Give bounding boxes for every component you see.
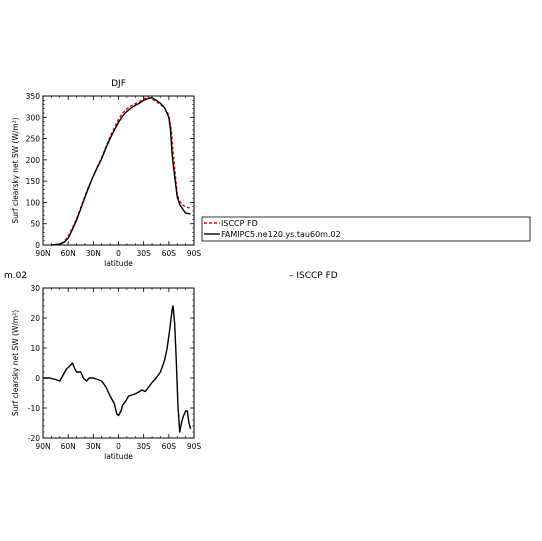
x-tick-label: 30N: [86, 249, 101, 258]
x-tick-label: 30N: [86, 442, 101, 451]
legend-label-model: FAMIPC5.ne120.ys.tau60m.02: [221, 230, 341, 239]
y-tick-label: 100: [26, 198, 41, 207]
y-tick-label: 0: [35, 241, 40, 250]
y-tick-label: 0: [35, 374, 40, 383]
y-tick-label: 10: [30, 344, 40, 353]
x-tick-label: 60S: [162, 442, 177, 451]
y-tick-label: -20: [28, 434, 40, 443]
y-tick-label: 300: [26, 113, 41, 122]
x-tick-label: 0: [116, 249, 121, 258]
y-tick-label: 30: [30, 284, 40, 293]
y-axis-label: Surf clearsky net SW (W/m²): [11, 310, 20, 416]
page-fragment-right: – ISCCP FD: [289, 271, 338, 281]
y-tick-label: 20: [30, 314, 40, 323]
page-fragment-left: m.02: [4, 271, 27, 281]
top-chart-panel: 90N 60N 30N 0 30S 60S 90S 0 50 100 150 200 250 300 350…: [11, 79, 201, 268]
x-tick-label: 90N: [35, 249, 50, 258]
x-axis-label: latitude: [104, 452, 133, 461]
x-tick-label: 90S: [187, 442, 202, 451]
x-tick-label: 60N: [61, 442, 76, 451]
y-tick-label: 250: [26, 135, 41, 144]
x-tick-label: 90N: [35, 442, 50, 451]
x-tick-label: 90S: [187, 249, 202, 258]
series-line-0: [43, 305, 192, 433]
legend-frame: [201, 216, 531, 242]
chart-title: DJF: [111, 79, 126, 89]
series-line-1: [51, 97, 191, 246]
bottom-chart-panel: 90N 60N 30N 0 30S 60S 90S -20 -10 0 10 20 30 latitude…: [11, 284, 201, 461]
plot-frame: [42, 95, 195, 246]
legend-label-isccp: ISCCP FD: [221, 219, 258, 228]
y-tick-label: 50: [30, 220, 40, 229]
y-axis-label: Surf clearsky net SW (W/m²): [11, 117, 20, 223]
y-tick-label: 150: [26, 177, 41, 186]
y-tick-label: 350: [26, 92, 41, 101]
x-axis-label: latitude: [104, 259, 133, 268]
y-tick-label: -10: [28, 404, 40, 413]
x-tick-label: 30S: [137, 442, 152, 451]
x-tick-label: 60N: [61, 249, 76, 258]
y-tick-label: 200: [26, 156, 41, 165]
x-tick-label: 60S: [162, 249, 177, 258]
legend: ISCCP FD FAMIPC5.ne120.ys.tau60m.02: [201, 216, 531, 242]
x-tick-label: 30S: [137, 249, 152, 258]
x-tick-label: 0: [116, 442, 121, 451]
